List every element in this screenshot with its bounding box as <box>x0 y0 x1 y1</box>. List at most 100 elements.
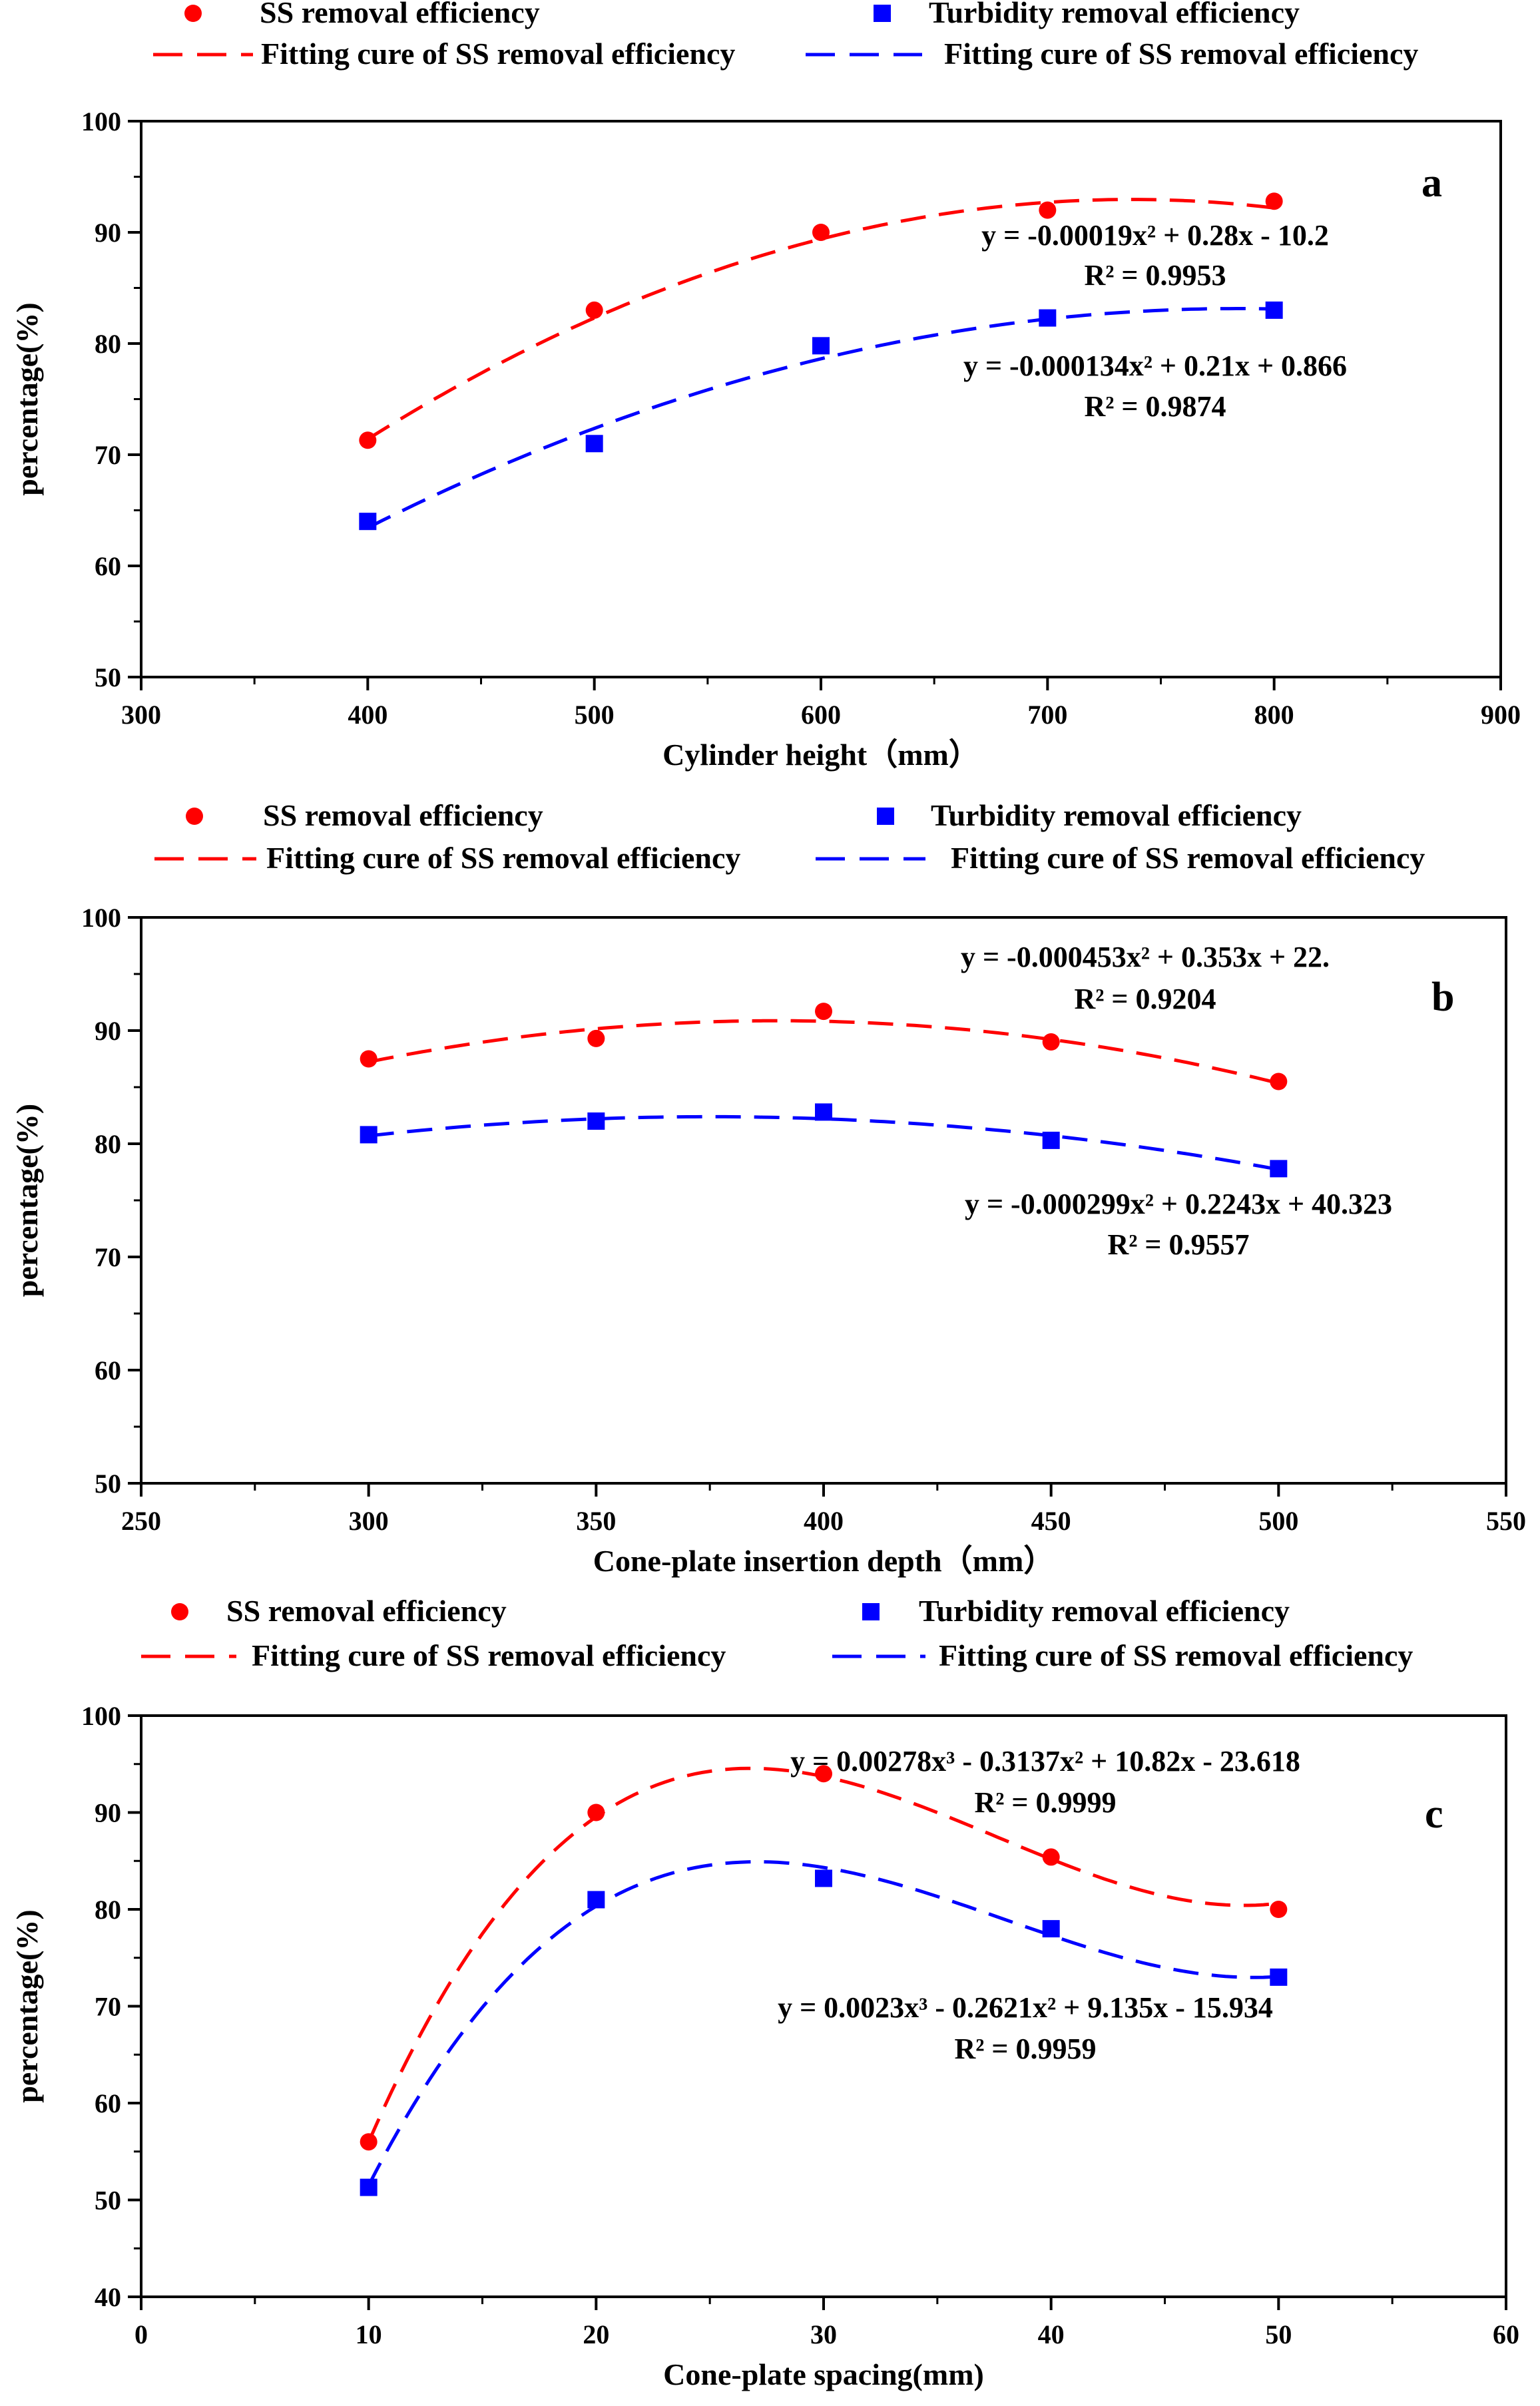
fit-curve-turbidity <box>368 1114 1279 1172</box>
legend-ss-label: SS removal efficiency <box>263 798 543 832</box>
y-tick-label: 50 <box>95 662 121 692</box>
x-tick-label: 0 <box>134 2319 148 2349</box>
data-point-ss <box>360 1050 378 1068</box>
fit-curve-ss <box>366 198 1274 441</box>
fit-equation: y = 0.0023x³ - 0.2621x² + 9.135x - 15.93… <box>778 1991 1273 2024</box>
y-tick-label: 60 <box>95 2088 121 2118</box>
data-point-turbidity <box>1042 1131 1060 1149</box>
fit-curve-turbidity <box>367 307 1274 530</box>
data-point-ss <box>812 224 830 241</box>
legend: SS removal efficiency Turbidity removal e… <box>154 798 1425 875</box>
x-tick-label: 450 <box>1031 1506 1071 1536</box>
y-tick-label: 100 <box>81 107 121 136</box>
legend-ss-fit-label: Fitting cure of SS removal efficiency <box>266 841 740 875</box>
fit-equation: y = -0.000134x² + 0.21x + 0.866 <box>963 350 1347 382</box>
y-tick-label: 70 <box>95 1992 121 2022</box>
legend-ss-fit-label: Fitting cure of SS removal efficiency <box>261 37 735 71</box>
data-point-ss <box>587 1804 605 1821</box>
data-point-turbidity <box>585 435 603 453</box>
legend-ss-label: SS removal efficiency <box>260 0 540 29</box>
x-tick-label: 500 <box>1258 1506 1298 1536</box>
y-tick-label: 50 <box>95 1469 121 1499</box>
data-point-turbidity <box>359 513 377 531</box>
fit-equation: y = -0.000453x² + 0.353x + 22. <box>961 941 1330 973</box>
fit-r-squared: R² = 0.9874 <box>1084 390 1226 423</box>
y-tick-label: 60 <box>95 1355 121 1385</box>
x-tick-label: 50 <box>1265 2319 1292 2349</box>
fit-r-squared: R² = 0.9959 <box>954 2033 1096 2065</box>
y-axis-title: percentage(%) <box>10 1909 44 2102</box>
data-point-ss <box>1042 1848 1060 1866</box>
data-point-ss <box>585 301 603 319</box>
chart-panel-b: 50 60 70 80 90 100 250 300 350 400 450 500 550 Cone-p… <box>10 798 1526 1578</box>
fit-r-squared: R² = 0.9953 <box>1084 259 1226 292</box>
y-tick-label: 90 <box>95 1016 121 1046</box>
x-axis-title: Cone-plate spacing(mm) <box>663 2357 984 2391</box>
data-point-ss <box>1265 192 1283 210</box>
y-axis-title: percentage(%) <box>10 302 44 495</box>
y-tick-label: 60 <box>95 551 121 581</box>
legend-turbidity-marker <box>877 808 894 825</box>
x-tick-label: 600 <box>801 700 841 730</box>
x-tick-label: 350 <box>576 1506 616 1536</box>
legend-turbidity-label: Turbidity removal efficiency <box>931 798 1302 832</box>
fit-curve-ss <box>368 1019 1279 1085</box>
y-tick-label: 70 <box>95 440 121 470</box>
legend-turbidity-marker <box>874 5 891 22</box>
data-point-turbidity <box>360 1126 378 1144</box>
y-tick-label: 90 <box>95 1798 121 1828</box>
fit-curve-ss <box>367 1766 1279 2143</box>
legend-ss-marker <box>171 1603 188 1620</box>
x-tick-label: 400 <box>804 1506 844 1536</box>
data-point-ss <box>1270 1073 1288 1090</box>
fit-equation: y = -0.000299x² + 0.2243x + 40.323 <box>965 1188 1392 1220</box>
fit-curve-turbidity <box>367 1859 1279 2186</box>
legend-ss-label: SS removal efficiency <box>226 1594 507 1628</box>
y-tick-label: 80 <box>95 1129 121 1159</box>
chart-panel-c: 40 50 60 70 80 90 100 0 10 20 30 40 50 60 Cone-plate s… <box>10 1594 1519 2391</box>
x-tick-label: 250 <box>121 1506 161 1536</box>
data-point-ss <box>1042 1033 1060 1051</box>
y-tick-label: 80 <box>95 1895 121 1925</box>
fit-r-squared: R² = 0.9204 <box>1074 983 1216 1015</box>
x-tick-label: 20 <box>583 2319 609 2349</box>
data-point-turbidity <box>1270 1968 1288 1986</box>
fit-equation: y = 0.00278x³ - 0.3137x² + 10.82x - 23.6… <box>790 1745 1300 1778</box>
fit-r-squared: R² = 0.9999 <box>974 1786 1116 1819</box>
fit-equation: y = -0.00019x² + 0.28x - 10.2 <box>981 219 1329 252</box>
x-tick-label: 30 <box>810 2319 837 2349</box>
x-tick-label: 300 <box>121 700 161 730</box>
x-tick-label: 550 <box>1486 1506 1526 1536</box>
legend-ss-fit-label: Fitting cure of SS removal efficiency <box>252 1638 726 1672</box>
legend: SS removal efficiency Turbidity removal e… <box>141 1594 1413 1672</box>
data-point-ss <box>359 431 377 449</box>
legend-turbidity-marker <box>862 1603 880 1620</box>
x-tick-label: 300 <box>349 1506 389 1536</box>
chart-panel-a: 50 60 70 80 90 100 300 400 500 600 700 800 900 Cylind… <box>10 0 1521 772</box>
x-tick-label: 400 <box>348 700 387 730</box>
data-point-ss <box>360 2133 378 2151</box>
legend-turbidity-fit-label: Fitting cure of SS removal efficiency <box>944 37 1418 71</box>
panel-label: b <box>1431 975 1454 1020</box>
panel-label: c <box>1425 1792 1443 1837</box>
panel-label: a <box>1421 160 1442 206</box>
x-tick-label: 700 <box>1027 700 1067 730</box>
data-point-turbidity <box>1039 309 1057 327</box>
x-tick-label: 900 <box>1481 700 1521 730</box>
y-tick-label: 50 <box>95 2186 121 2216</box>
y-tick-label: 80 <box>95 329 121 359</box>
data-point-ss <box>815 1765 832 1783</box>
legend: SS removal efficiency Turbidity removal e… <box>153 0 1418 71</box>
legend-ss-marker <box>184 5 202 22</box>
data-point-turbidity <box>812 337 830 355</box>
legend-turbidity-label: Turbidity removal efficiency <box>919 1594 1290 1628</box>
data-point-turbidity <box>587 1891 605 1909</box>
y-tick-label: 90 <box>95 218 121 248</box>
legend-turbidity-label: Turbidity removal efficiency <box>929 0 1300 29</box>
y-tick-label: 70 <box>95 1242 121 1272</box>
y-tick-label: 100 <box>81 1701 121 1731</box>
x-axis-title: Cone-plate insertion depth（mm） <box>593 1544 1055 1578</box>
y-tick-label: 40 <box>95 2282 121 2312</box>
data-point-ss <box>815 1003 832 1021</box>
